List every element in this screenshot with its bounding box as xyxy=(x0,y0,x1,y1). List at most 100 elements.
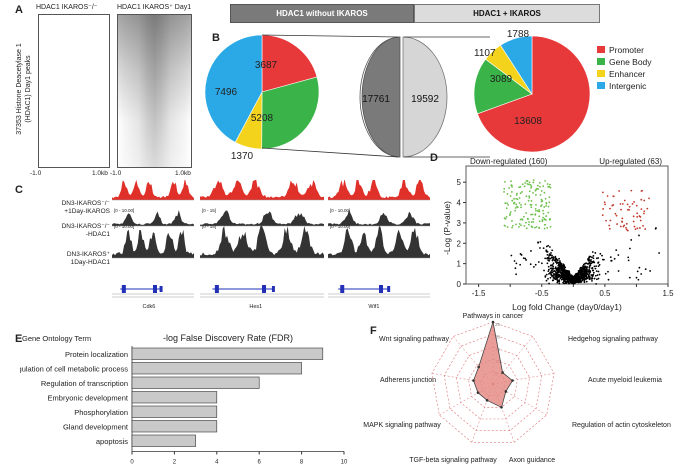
scatter-point-up xyxy=(625,228,628,231)
scatter-point xyxy=(562,278,565,281)
scatter-point xyxy=(529,263,532,266)
scatter-point xyxy=(617,254,620,256)
legend-swatch xyxy=(597,58,605,65)
scatter-point-down xyxy=(525,227,528,230)
scatter-point-up xyxy=(619,203,622,205)
legend-intergenic-text: Intergenic xyxy=(609,81,647,91)
heatmap-right-tick-end: 1.0kb xyxy=(175,170,191,177)
scatter-point-up xyxy=(618,190,621,192)
track-scale: [0 - 10.00] xyxy=(330,208,350,213)
panel-b-svg: 36875208137074961370 17761 19592 xyxy=(204,34,490,162)
radar-ring-label: 20 xyxy=(495,334,501,339)
scatter-point-down xyxy=(511,185,513,188)
scatter-point-up xyxy=(628,205,631,208)
scatter-point-up xyxy=(639,219,642,222)
scatter-point xyxy=(552,256,555,258)
scatter-point-down xyxy=(515,197,518,200)
scatter-point-down xyxy=(534,226,536,229)
scatter-point-up xyxy=(621,221,624,223)
scatter-point-down xyxy=(518,197,521,199)
track-label-2: DN3-IKAROS⁻/⁻ -HDAC1 xyxy=(62,223,110,239)
scatter-point-up xyxy=(635,204,638,207)
scatter-point xyxy=(560,272,563,275)
scatter-point xyxy=(510,254,513,257)
track-scale: [0 - 15] xyxy=(202,208,216,213)
scatter-point-down xyxy=(520,203,522,206)
panel-b-header-right-text: HDAC1 + IKAROS xyxy=(473,9,541,18)
scatter-point xyxy=(544,275,547,277)
scatter-point xyxy=(575,279,578,282)
scatter-point xyxy=(563,264,565,267)
scatter-point-down xyxy=(513,201,516,204)
x-tick-label: 2 xyxy=(173,460,177,466)
overlap-right-half xyxy=(402,36,448,158)
scatter-point-up xyxy=(609,207,611,210)
scatter-point xyxy=(594,274,597,277)
scatter-point-down xyxy=(506,226,509,228)
scatter-point xyxy=(584,271,587,273)
scatter-point xyxy=(548,259,551,262)
scatter-point xyxy=(570,275,573,278)
scatter-point xyxy=(583,267,586,269)
scatter-point-down xyxy=(530,206,533,209)
scatter-point-up xyxy=(636,227,639,230)
radar-axis-label: Regulation of actin cytoskeleton xyxy=(572,422,671,429)
scatter-point xyxy=(589,262,592,265)
x-tick-label: 1.5 xyxy=(662,289,674,298)
scatter-point xyxy=(545,245,548,248)
track-scale: [0 - 15] xyxy=(202,224,216,229)
scatter-point xyxy=(601,254,603,257)
scatter-point xyxy=(591,267,593,270)
scatter-point xyxy=(580,269,583,271)
scatter-point-up xyxy=(605,219,607,222)
scatter-point xyxy=(629,247,631,250)
scatter-point-up xyxy=(640,198,643,201)
scatter-point xyxy=(514,267,517,270)
scatter-point-down xyxy=(532,181,535,184)
scatter-point-down xyxy=(524,182,527,184)
scatter-point xyxy=(630,239,633,241)
gene-exon xyxy=(262,285,266,293)
scatter-point xyxy=(579,280,582,283)
scatter-point-down xyxy=(530,187,532,189)
scatter-point-down xyxy=(529,184,532,186)
track-scale: [0 - 10.00] xyxy=(114,224,134,229)
scatter-point xyxy=(556,274,559,277)
gene-exon xyxy=(340,285,345,293)
gene-exon xyxy=(271,286,275,292)
scatter-point xyxy=(562,276,565,279)
scatter-point-down xyxy=(504,202,507,205)
scatter-point-down xyxy=(507,203,510,206)
scatter-point xyxy=(519,263,522,266)
heatmap-left-tick-start: -1.0 xyxy=(30,170,42,177)
scatter-point xyxy=(557,266,560,269)
overlap-right-value: 19592 xyxy=(411,94,439,105)
scatter-point xyxy=(549,253,552,256)
track-label-2-line1: DN3-IKAROS⁻/⁻ xyxy=(61,223,110,230)
scatter-point xyxy=(607,278,610,281)
heatmap-right-tick-start: -1.0 xyxy=(110,170,122,177)
scatter-point-down xyxy=(524,203,527,206)
pie-right-outside-label: 1788 xyxy=(507,29,530,40)
scatter-point xyxy=(599,252,602,255)
scatter-point xyxy=(525,259,527,261)
go-bar xyxy=(131,376,260,389)
scatter-point xyxy=(627,256,630,259)
scatter-point xyxy=(573,282,576,285)
pie-right-slice-intergenic xyxy=(500,35,533,96)
scatter-point xyxy=(539,240,542,243)
scatter-point xyxy=(558,257,561,260)
scatter-point-down xyxy=(531,213,534,216)
radar-axis-label: MAPK signaling pathway xyxy=(363,422,441,429)
legend-promoter: Promoter xyxy=(597,44,652,56)
radar-point xyxy=(501,371,504,374)
scatter-point xyxy=(595,265,598,268)
scatter-point xyxy=(550,273,553,276)
scatter-point-down xyxy=(519,192,522,195)
scatter-point xyxy=(564,269,567,272)
scatter-point xyxy=(556,279,559,282)
scatter-point xyxy=(563,267,566,269)
go-header: Gene Ontology Term xyxy=(22,334,91,343)
signal-track xyxy=(328,210,430,226)
signal-track xyxy=(328,226,430,258)
